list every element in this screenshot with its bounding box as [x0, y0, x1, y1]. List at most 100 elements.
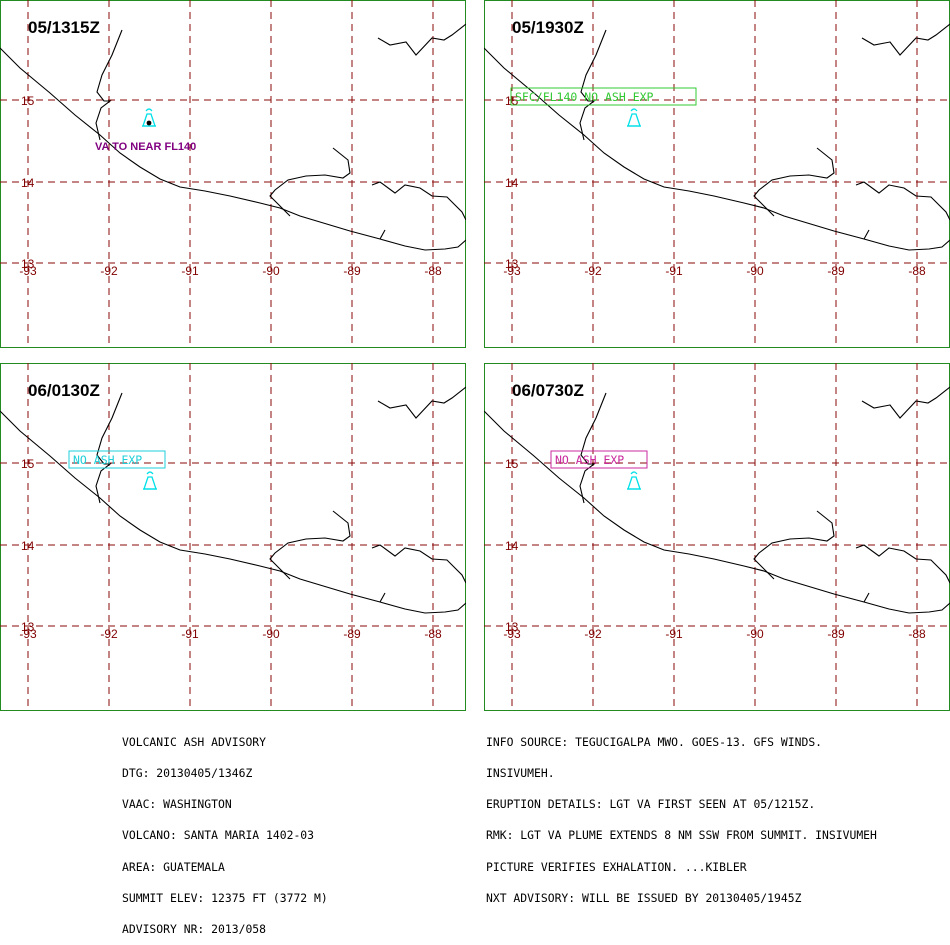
forecast-label-box: SFC/FL140 NO ASH EXP: [510, 87, 697, 106]
forecast-box-border: [550, 450, 648, 469]
longitude-label: -90: [746, 627, 764, 641]
longitude-label: -90: [262, 627, 280, 641]
forecast-label-box: NO ASH EXP: [68, 450, 166, 469]
map-canvas: 15 14 13-93 -92 -91 -90 -89 -88 NO ASH EXP: [484, 363, 950, 711]
volcano-plume: [145, 108, 153, 112]
coastline: [0, 410, 466, 614]
footer-line: SUMMIT ELEV: 12375 FT (3772 M): [122, 890, 328, 905]
volcano-icon: [627, 471, 641, 490]
border-mexico-guatemala: [95, 392, 123, 504]
footer-line: NXT ADVISORY: WILL BE ISSUED BY 20130405…: [486, 890, 802, 905]
coastline: [484, 47, 950, 251]
map-panel-3: 15 14 13 -93 -92 -91 -90 -89 -88 NO ASH EXP 06/01…: [0, 363, 466, 711]
forecast-label-box: NO ASH EXP: [550, 450, 648, 469]
longitude-label: -89: [343, 264, 361, 278]
forecast-box-text: NO ASH EXP: [555, 453, 624, 467]
longitude-label: -92: [584, 627, 602, 641]
border-honduras-nicaragua: [855, 544, 950, 584]
border-el-salvador-honduras: [863, 229, 870, 240]
longitude-label: -88: [424, 264, 442, 278]
map-panel-2: 15 14 13 -93 -92 -91 -90 -89 -88 SFC/FL140 NO ASH…: [484, 0, 950, 348]
footer-line: INSIVUMEH.: [486, 766, 555, 781]
longitude-label: -89: [827, 264, 845, 278]
advisory-summary: VOLCANIC ASH ADVISORY DTG: 20130405/1346…: [122, 716, 328, 945]
longitude-label: -88: [908, 264, 926, 278]
forecast-box-text: SFC/FL140 NO ASH EXP: [515, 90, 654, 104]
border-honduras-nicaragua: [855, 181, 950, 221]
latitude-label: 14: [505, 539, 519, 553]
longitude-label: -92: [584, 264, 602, 278]
latitude-label: 13: [505, 257, 519, 271]
panel-time: 06/0730Z: [512, 381, 584, 400]
footer-line: VOLCANIC ASH ADVISORY: [122, 734, 267, 749]
forecast-box-text: NO ASH EXP: [73, 453, 142, 467]
panel-frame: [0, 0, 466, 348]
footer-line: PICTURE VERIFIES EXHALATION. ...KIBLER: [486, 859, 747, 874]
latitude-label: 15: [21, 457, 35, 471]
coastline: [0, 47, 466, 251]
coastline-caribbean: [377, 386, 466, 419]
map-panel-4: 15 14 13 -93 -92 -91 -90 -89 -88 NO ASH EXP 06/07…: [484, 363, 950, 711]
map-canvas: 15 14 13-93 -92 -91 -90 -89 -88 NO ASH EXP: [0, 363, 466, 711]
coastline: [484, 410, 950, 614]
longitude-label: -93: [503, 627, 521, 641]
volcano-icon: [627, 108, 641, 127]
latitude-label: 13: [21, 257, 35, 271]
coastline-caribbean: [861, 23, 950, 56]
border-honduras-nicaragua: [371, 181, 466, 221]
panel-frame: [484, 0, 950, 348]
longitude-label: -90: [262, 264, 280, 278]
coastline-caribbean: [861, 386, 950, 419]
longitude-label: -91: [665, 627, 683, 641]
longitude-label: -88: [424, 627, 442, 641]
border-guatemala-el-salvador: [753, 510, 835, 580]
border-guatemala-el-salvador: [269, 510, 351, 580]
border-mexico-guatemala: [579, 392, 607, 504]
latitude-label: 14: [21, 176, 35, 190]
longitude-label: -89: [827, 627, 845, 641]
latitude-label: 15: [505, 457, 519, 471]
map-canvas: 15 14 13-93 -92 -91 -90 -89 -88 VA TO NEAR FL140: [0, 0, 466, 348]
latitude-label: 14: [21, 539, 35, 553]
footer-line: INFO SOURCE: TEGUCIGALPA MWO. GOES-13. G…: [486, 734, 823, 749]
volcano-plume: [630, 471, 638, 475]
border-el-salvador-honduras: [379, 592, 386, 603]
longitude-label: -88: [908, 627, 926, 641]
footer-line: ADVISORY NR: 2013/058: [122, 922, 267, 937]
longitude-label: -89: [343, 627, 361, 641]
border-guatemala-el-salvador: [753, 147, 835, 217]
volcano-plume: [146, 471, 154, 475]
border-guatemala-el-salvador: [269, 147, 351, 217]
summit-marker: [146, 120, 152, 126]
latitude-label: 14: [505, 176, 519, 190]
footer-line: DTG: 20130405/1346Z: [122, 766, 253, 781]
longitude-label: -93: [19, 264, 37, 278]
forecast-box-border: [510, 87, 697, 106]
longitude-label: -91: [665, 264, 683, 278]
map-panel-1: 15 14 13 -93 -92 -91 -90 -89 -88 VA TO NEAR FL140…: [0, 0, 466, 348]
panel-frame: [484, 363, 950, 711]
footer-line: VOLCANO: SANTA MARIA 1402-03: [122, 828, 315, 843]
panel-time: 05/1930Z: [512, 18, 584, 37]
border-el-salvador-honduras: [379, 229, 386, 240]
border-mexico-guatemala: [95, 29, 123, 141]
volcano-icon: [142, 108, 156, 127]
volcano-plume: [630, 108, 638, 112]
longitude-label: -93: [503, 264, 521, 278]
longitude-label: -91: [181, 264, 199, 278]
volcano-icon: [143, 471, 157, 490]
border-el-salvador-honduras: [863, 592, 870, 603]
volcano-label: VA TO NEAR FL140: [95, 141, 196, 153]
longitude-label: -91: [181, 627, 199, 641]
border-honduras-nicaragua: [371, 544, 466, 584]
footer-line: ERUPTION DETAILS: LGT VA FIRST SEEN AT 0…: [486, 797, 816, 812]
latitude-label: 13: [21, 620, 35, 634]
longitude-label: -92: [100, 627, 118, 641]
longitude-label: -92: [100, 264, 118, 278]
advisory-details: INFO SOURCE: TEGUCIGALPA MWO. GOES-13. G…: [486, 716, 877, 914]
border-mexico-guatemala: [579, 29, 607, 141]
panel-time: 05/1315Z: [28, 18, 100, 37]
longitude-label: -90: [746, 264, 764, 278]
panel-time: 06/0130Z: [28, 381, 100, 400]
